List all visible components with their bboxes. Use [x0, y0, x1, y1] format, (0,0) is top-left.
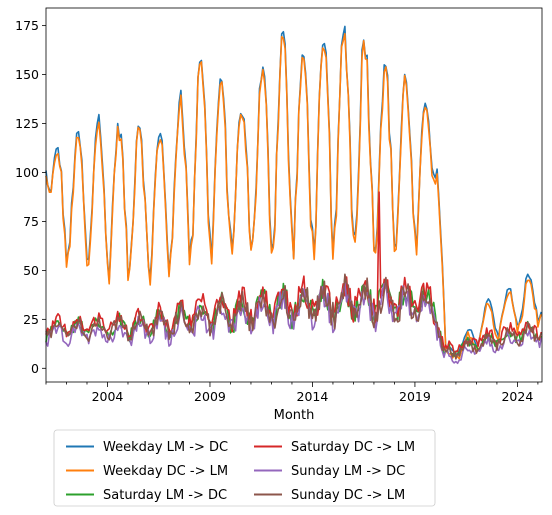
series-line-5 [45, 273, 543, 360]
legend-label: Saturday DC -> LM [291, 440, 415, 455]
y-axis: 0 25 50 75 100 125 150 175 [15, 18, 46, 376]
plot-frame [45, 7, 543, 383]
legend-label: Sunday LM -> DC [291, 464, 405, 479]
legend-label: Weekday DC -> LM [103, 464, 228, 479]
x-tick-label: 2024 [501, 389, 533, 404]
y-tick-label: 175 [15, 18, 39, 33]
x-axis: 2004 2009 2014 2019 2024 [45, 382, 539, 404]
y-tick-label: 25 [23, 312, 39, 327]
y-tick-label: 125 [15, 116, 39, 131]
legend-label: Saturday LM -> DC [103, 488, 227, 503]
series-line-1 [45, 33, 543, 360]
y-tick-label: 50 [23, 263, 39, 278]
series-layer [45, 25, 543, 365]
x-tick-label: 2019 [399, 389, 431, 404]
y-tick-label: 100 [15, 165, 39, 180]
x-axis-title: Month [274, 408, 315, 423]
x-tick-label: 2014 [297, 389, 329, 404]
legend-label: Weekday LM -> DC [103, 440, 228, 455]
legend-label: Sunday DC -> LM [291, 488, 405, 503]
legend-frame [53, 429, 436, 507]
series-line-0 [45, 25, 543, 356]
y-tick-label: 0 [31, 361, 39, 376]
x-tick-label: 2004 [92, 389, 124, 404]
legend: Weekday LM -> DC Weekday DC -> LM Saturday… [53, 429, 436, 507]
y-tick-label: 75 [23, 214, 39, 229]
y-tick-label: 150 [15, 67, 39, 82]
x-tick-label: 2009 [194, 389, 226, 404]
